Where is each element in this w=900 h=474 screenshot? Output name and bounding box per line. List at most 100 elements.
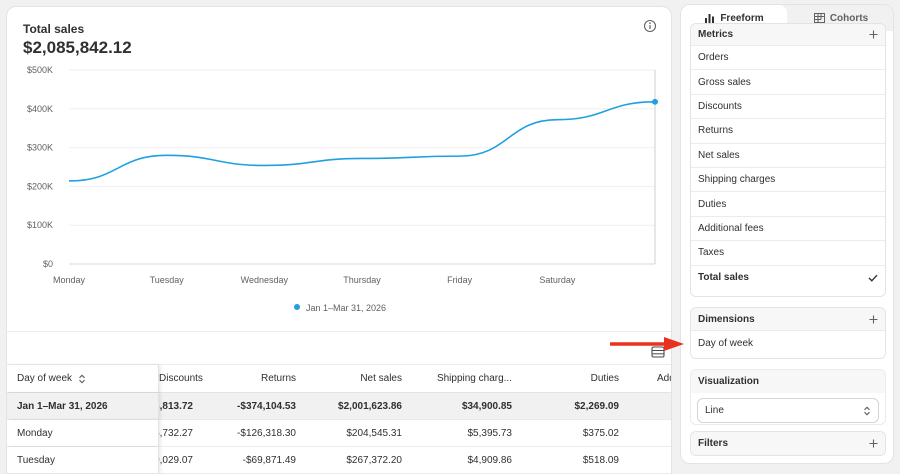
legend-label: Jan 1–Mar 31, 2026	[305, 303, 387, 313]
cell-discounts: -$15,732.27	[139, 427, 193, 439]
metric-shipping-charges[interactable]: Shipping charges	[691, 168, 885, 193]
filters-section: Filters	[690, 431, 886, 456]
metric-label: Orders	[698, 52, 729, 64]
bar-chart-icon	[705, 14, 715, 23]
cell-duties: $518.09	[582, 454, 619, 466]
x-tick-label: Monday	[53, 275, 86, 285]
series-end-point	[652, 98, 658, 105]
visualization-section: Visualization Line	[690, 369, 886, 425]
table-row[interactable]: -$19,029.07 -$69,871.49 $267,372.20 $4,9…	[7, 447, 671, 474]
add-metric-icon[interactable]	[869, 30, 878, 39]
series-line	[68, 101, 656, 182]
cell-shipping: $4,909.86	[467, 454, 513, 466]
cell-shipping: $5,395.73	[467, 427, 513, 439]
x-tick-label: Wednesday	[241, 275, 289, 285]
metric-label: Discounts	[698, 100, 742, 112]
metric-label: Returns	[698, 125, 734, 137]
add-filter-icon[interactable]	[869, 439, 878, 448]
cell-duties: $2,269.09	[574, 400, 620, 412]
filters-title: Filters	[698, 438, 729, 449]
checkmark-icon	[868, 274, 878, 282]
grid-icon	[813, 13, 825, 23]
col-header-label: Day of week	[17, 373, 73, 384]
x-tick-label: Friday	[447, 275, 473, 285]
cell-shipping: $34,900.85	[461, 400, 512, 412]
metrics-header: Metrics	[691, 24, 885, 46]
annotation-arrow-icon	[610, 337, 684, 351]
card-value: $2,085,842.12	[23, 38, 132, 57]
y-tick-label: $400K	[27, 104, 53, 114]
col-header-discounts[interactable]: Discounts	[159, 365, 203, 392]
table-toggle-icon[interactable]	[651, 346, 665, 358]
col-header-label: Shipping charg...	[436, 373, 512, 384]
x-tick-label: Saturday	[539, 275, 576, 285]
cell-returns: -$126,318.30	[237, 427, 296, 439]
metric-discounts[interactable]: Discounts	[691, 95, 885, 120]
dimension-label: Day of week	[698, 337, 754, 349]
y-tick-label: $0	[43, 259, 53, 269]
sort-icon[interactable]	[78, 374, 86, 384]
metric-total-sales[interactable]: Total sales	[691, 266, 885, 290]
metric-label: Additional fees	[698, 222, 764, 234]
cell-net-sales: $2,001,623.86	[338, 400, 402, 412]
x-tick-label: Tuesday	[150, 275, 185, 285]
cell-net-sales: $204,545.31	[346, 427, 402, 439]
y-tick-label: $300K	[27, 143, 53, 153]
y-tick-label: $100K	[27, 220, 53, 230]
metrics-title: Metrics	[698, 29, 734, 40]
table-row[interactable]: -$15,732.27 -$126,318.30 $204,545.31 $5,…	[7, 420, 671, 447]
dimensions-title: Dimensions	[698, 313, 755, 325]
chart-legend: Jan 1–Mar 31, 2026	[7, 303, 671, 313]
visualization-select[interactable]: Line	[697, 398, 879, 423]
tab-cohorts[interactable]: Cohorts	[787, 5, 893, 31]
cell-day: Tuesday	[7, 447, 159, 473]
visualization-title: Visualization	[698, 376, 759, 387]
cell-net-sales: $267,372.20	[346, 454, 402, 466]
metrics-list: Orders Gross sales Discounts Returns Net…	[691, 46, 885, 290]
table-row-total[interactable]: -$133,813.72 -$374,104.53 $2,001,623.86 …	[7, 393, 671, 420]
metric-duties[interactable]: Duties	[691, 192, 885, 217]
visualization-value: Line	[705, 405, 724, 416]
filters-header[interactable]: Filters	[691, 432, 885, 455]
dimensions-header: Dimensions	[691, 308, 885, 331]
col-header-shipping[interactable]: Shipping charg...	[412, 365, 512, 392]
add-dimension-icon[interactable]	[869, 315, 878, 324]
dimension-day-of-week[interactable]: Day of week	[691, 331, 885, 355]
table-header: Discounts Returns Net sales Shipping cha…	[7, 364, 671, 393]
legend-dot-icon	[293, 304, 300, 310]
col-header-label: Returns	[260, 373, 296, 384]
cell-day: Jan 1–Mar 31, 2026	[7, 393, 159, 419]
metric-label: Gross sales	[698, 76, 751, 88]
col-header-additional[interactable]: Addi	[657, 365, 671, 392]
info-circle-icon[interactable]	[643, 19, 657, 33]
total-sales-card: Total sales $2,085,842.12 $500K $400K $300…	[6, 6, 672, 474]
col-header-label: Duties	[590, 373, 619, 384]
metric-orders[interactable]: Orders	[691, 46, 885, 71]
metric-label: Duties	[698, 198, 727, 210]
tab-label: Cohorts	[829, 12, 869, 24]
cell-day: Monday	[7, 420, 159, 446]
metric-label: Net sales	[698, 149, 740, 161]
y-tick-label: $500K	[27, 65, 53, 75]
cell-returns: -$69,871.49	[242, 454, 296, 466]
col-header-returns[interactable]: Returns	[197, 365, 296, 392]
visualization-header: Visualization	[691, 370, 885, 393]
tab-label: Freeform	[720, 12, 764, 24]
cell-returns: -$374,104.53	[237, 400, 296, 412]
select-chevron-icon	[864, 406, 870, 415]
col-header-net-sales[interactable]: Net sales	[304, 365, 402, 392]
metric-additional-fees[interactable]: Additional fees	[691, 217, 885, 242]
metrics-section: Metrics Orders Gross sales Discounts Ret…	[690, 23, 886, 297]
metric-label: Shipping charges	[698, 174, 776, 186]
col-header-duties[interactable]: Duties	[522, 365, 619, 392]
metric-gross-sales[interactable]: Gross sales	[691, 70, 885, 95]
col-header-label: Addi	[657, 373, 671, 384]
metric-net-sales[interactable]: Net sales	[691, 144, 885, 168]
metric-returns[interactable]: Returns	[691, 119, 885, 144]
col-header-label: Net sales	[360, 373, 402, 384]
metric-label: Taxes	[698, 247, 725, 259]
metric-taxes[interactable]: Taxes	[691, 241, 885, 266]
card-title: Total sales	[23, 22, 85, 36]
col-header-day-of-week[interactable]: Day of week	[7, 365, 159, 392]
